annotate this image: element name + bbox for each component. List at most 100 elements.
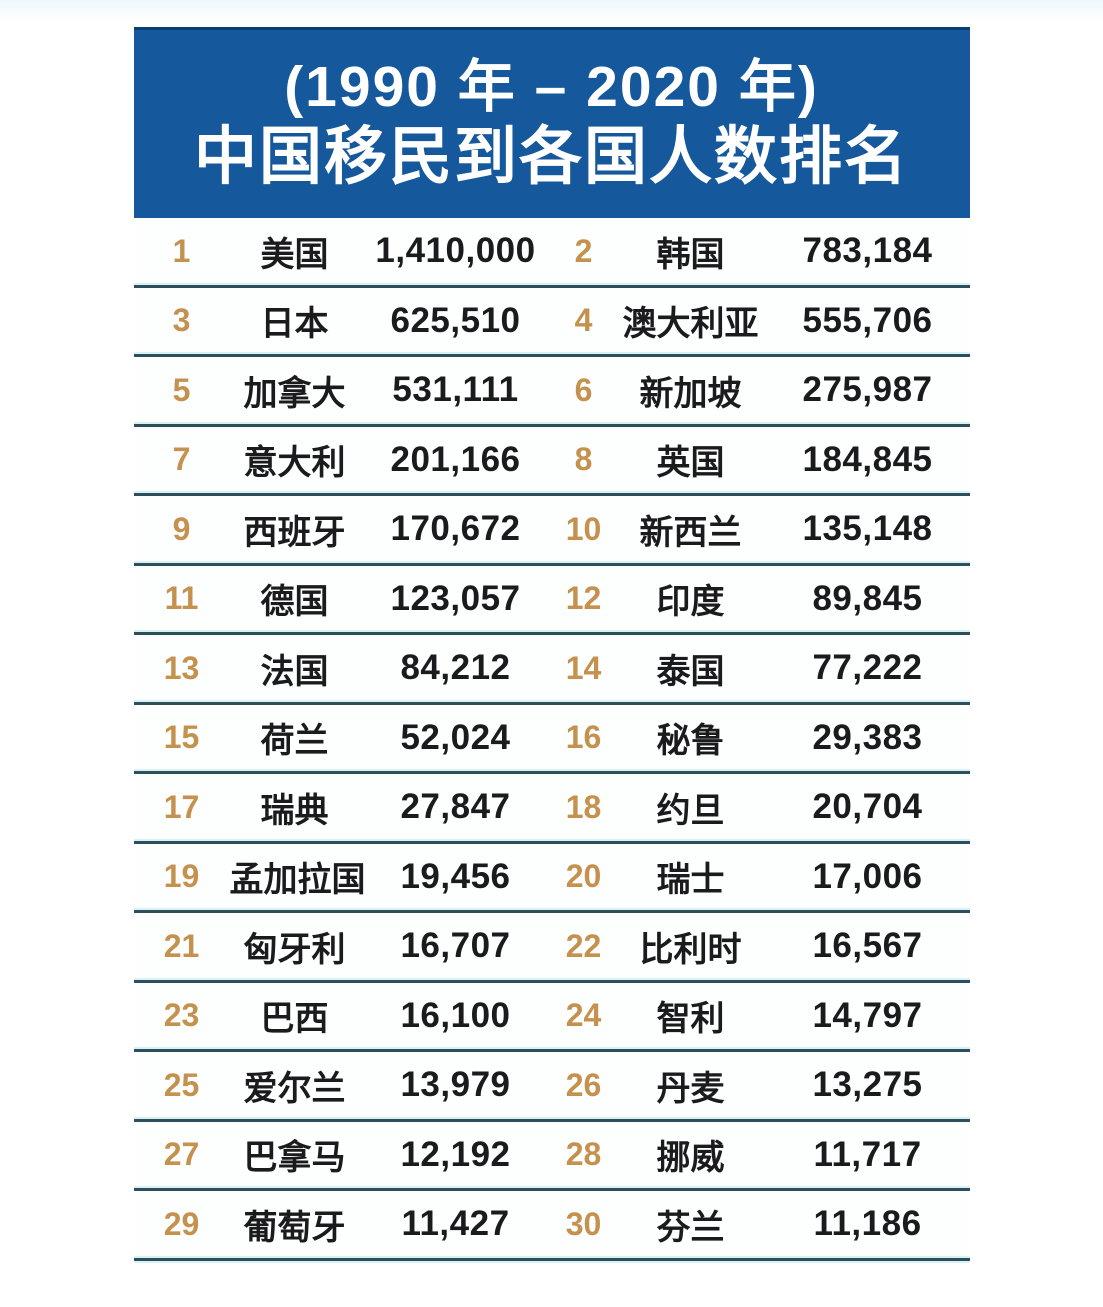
rank-cell-right: 6 (574, 371, 593, 408)
rank-cell-left: 9 (172, 510, 191, 547)
row-divider (133, 632, 970, 635)
country-cell-right: 智利 (656, 1000, 725, 1039)
rank-cell-left: 29 (163, 1205, 200, 1242)
rank-cell-left: 27 (163, 1136, 200, 1173)
table-row: 27 巴拿马 12,192 28 挪威 11,717 (133, 1121, 970, 1188)
value-cell-left: 123,057 (390, 578, 521, 618)
row-divider (133, 1257, 970, 1261)
ranking-table: 1 美国 1,410,000 2 韩国 783,184 3 日本 625,510… (133, 218, 970, 1261)
value-cell-left: 13,979 (400, 1065, 511, 1105)
country-cell-right: 韩国 (656, 235, 725, 274)
row-divider (133, 284, 970, 288)
page-title: (1990 年 – 2020 年) 中国移民到各国人数排名 (133, 27, 970, 218)
row-divider (133, 423, 970, 427)
country-cell-left: 巴西 (260, 1000, 329, 1039)
value-cell-right: 17,006 (812, 856, 923, 896)
row-divider (133, 562, 970, 566)
table-row: 25 爱尔兰 13,979 26 丹麦 13,275 (133, 1052, 970, 1119)
country-cell-right: 泰国 (656, 652, 725, 691)
table-row: 23 巴西 16,100 24 智利 14,797 (133, 982, 970, 1049)
rank-cell-right: 8 (574, 441, 593, 478)
value-cell-left: 16,707 (400, 926, 511, 966)
value-cell-left: 201,166 (390, 439, 521, 479)
table-row: 7 意大利 201,166 8 英国 184,845 (133, 426, 970, 493)
value-cell-left: 12,192 (400, 1134, 511, 1174)
row-divider (133, 701, 970, 705)
row-divider (133, 979, 970, 983)
rank-cell-left: 17 (163, 788, 200, 825)
country-cell-right: 比利时 (639, 930, 742, 969)
country-cell-right: 印度 (656, 583, 725, 622)
country-cell-left: 巴拿马 (243, 1139, 346, 1178)
value-cell-right: 29,383 (812, 717, 923, 757)
rank-cell-right: 4 (574, 302, 593, 339)
rank-cell-right: 28 (565, 1136, 602, 1173)
country-cell-left: 美国 (260, 235, 329, 274)
value-cell-left: 170,672 (390, 509, 521, 549)
row-divider (133, 840, 970, 844)
country-cell-left: 瑞典 (260, 791, 329, 830)
country-cell-left: 西班牙 (243, 513, 346, 552)
country-cell-right: 英国 (656, 444, 725, 483)
rank-cell-left: 3 (172, 302, 191, 339)
rank-cell-left: 5 (172, 371, 191, 408)
table-row: 17 瑞典 27,847 18 约旦 20,704 (133, 774, 970, 841)
rank-cell-left: 13 (163, 649, 200, 686)
country-cell-left: 德国 (260, 583, 329, 622)
value-cell-left: 11,427 (401, 1204, 510, 1244)
country-cell-right: 新西兰 (639, 513, 742, 552)
value-cell-left: 52,024 (400, 717, 511, 757)
table-row: 3 日本 625,510 4 澳大利亚 555,706 (133, 287, 970, 354)
value-cell-right: 20,704 (812, 787, 923, 827)
value-cell-left: 19,456 (400, 856, 511, 896)
country-cell-left: 加拿大 (243, 374, 346, 413)
value-cell-left: 1,410,000 (375, 231, 536, 271)
rank-cell-right: 10 (565, 510, 602, 547)
value-cell-left: 27,847 (400, 787, 511, 827)
value-cell-right: 16,567 (812, 926, 923, 966)
country-cell-left: 日本 (260, 305, 329, 344)
table-row: 15 荷兰 52,024 16 秘鲁 29,383 (133, 704, 970, 771)
table-row: 11 德国 123,057 12 印度 89,845 (133, 565, 970, 632)
value-cell-right: 13,275 (812, 1065, 923, 1105)
row-divider (133, 354, 970, 357)
value-cell-right: 783,184 (802, 231, 933, 271)
country-cell-left: 法国 (260, 652, 329, 691)
row-divider (133, 771, 970, 774)
country-cell-left: 意大利 (243, 444, 346, 483)
rank-cell-left: 21 (163, 927, 200, 964)
row-divider (133, 1118, 970, 1122)
rank-cell-left: 25 (163, 1066, 200, 1103)
rank-cell-right: 20 (565, 858, 602, 895)
title-year-range: (1990 年 – 2020 年) (284, 55, 819, 119)
rank-cell-right: 16 (565, 719, 602, 756)
rank-cell-left: 19 (163, 858, 200, 895)
country-cell-right: 挪威 (656, 1139, 725, 1178)
rank-cell-right: 18 (565, 788, 602, 825)
country-cell-right: 新加坡 (639, 374, 742, 413)
table-row: 29 葡萄牙 11,427 30 芬兰 11,186 (133, 1191, 970, 1258)
table-row: 19 孟加拉国 19,456 20 瑞士 17,006 (133, 843, 970, 910)
rank-cell-right: 12 (565, 580, 602, 617)
rank-cell-right: 2 (574, 232, 593, 269)
table-row: 1 美国 1,410,000 2 韩国 783,184 (133, 218, 970, 285)
table-row: 9 西班牙 170,672 10 新西兰 135,148 (133, 496, 970, 563)
value-cell-right: 77,222 (812, 648, 923, 688)
row-divider (133, 493, 970, 496)
value-cell-left: 625,510 (390, 300, 521, 340)
country-cell-left: 孟加拉国 (229, 861, 366, 900)
rank-cell-right: 24 (565, 997, 602, 1034)
value-cell-right: 11,717 (813, 1134, 922, 1174)
country-cell-right: 澳大利亚 (622, 305, 759, 344)
table-row: 21 匈牙利 16,707 22 比利时 16,567 (133, 913, 970, 980)
value-cell-right: 135,148 (802, 509, 933, 549)
country-cell-right: 芬兰 (656, 1208, 725, 1247)
value-cell-right: 275,987 (802, 370, 933, 410)
value-cell-right: 184,845 (802, 439, 933, 479)
title-main: 中国移民到各国人数排名 (194, 121, 909, 192)
country-cell-left: 葡萄牙 (243, 1208, 346, 1247)
country-cell-left: 荷兰 (260, 722, 329, 761)
rank-cell-left: 15 (163, 719, 200, 756)
country-cell-right: 瑞士 (656, 861, 725, 900)
rank-cell-left: 7 (172, 441, 191, 478)
